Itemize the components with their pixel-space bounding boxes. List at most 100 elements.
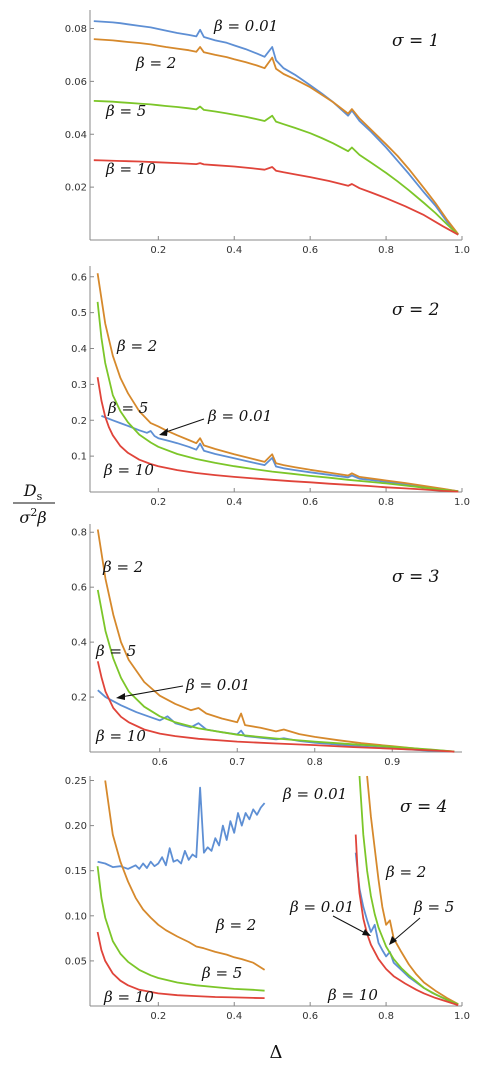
panel-2-label-beta-5: β = 5 <box>107 399 148 417</box>
series-line-10 <box>96 377 459 493</box>
panel-1-label-beta-5: β = 5 <box>105 102 146 120</box>
x-tick-label: 0.2 <box>150 245 166 256</box>
x-tick-label: 0.8 <box>378 1011 394 1022</box>
panel-3-arrow <box>120 685 184 698</box>
y-tick-label: 0.3 <box>71 380 87 391</box>
panel-4-label-beta-001-right: β = 0.01 <box>289 898 354 916</box>
series-line-001 <box>101 415 459 493</box>
panel-3-label-beta-2: β = 2 <box>102 558 143 576</box>
x-tick-label: 0.6 <box>152 757 168 768</box>
panel-3-label-beta-5: β = 5 <box>95 642 136 660</box>
x-tick-label: 0.8 <box>378 497 394 508</box>
panel-sigma-4: 0.2 0.4 0.6 0.8 1.0 0.05 0.10 0.15 0.20 0.25 σ = … <box>65 775 470 1022</box>
series-line-10 <box>96 931 265 999</box>
panel-4-label-beta-10-right: β = 10 <box>327 986 378 1004</box>
panel-sigma-1: 0.2 0.4 0.6 0.8 1.0 0.02 0.04 0.06 0.08 σ = 1 β … <box>65 10 470 256</box>
x-tick-label: 0.2 <box>150 497 166 508</box>
panel-2-label-beta-2: β = 2 <box>116 337 157 355</box>
panel-3-label-beta-001: β = 0.01 <box>185 676 250 694</box>
y-tick-label: 0.05 <box>65 956 87 967</box>
panel-2-arrow <box>162 418 205 434</box>
panel-4-label-beta-5-right: β = 5 <box>413 898 454 916</box>
panel-sigma-3: 0.6 0.7 0.8 0.9 0.2 0.4 0.6 0.8 σ = 3 β = 2 β =… <box>71 524 462 768</box>
panel-2-sigma-label: σ = 2 <box>392 300 439 320</box>
series-line-5 <box>93 100 459 236</box>
panel-1-series <box>93 20 459 236</box>
series-line-001 <box>97 689 455 753</box>
y-tick-label: 0.4 <box>71 344 87 355</box>
panel-3-series <box>96 529 455 753</box>
series-line-5 <box>358 775 459 1006</box>
series-line-10 <box>93 159 459 236</box>
x-tick-label: 0.6 <box>302 1011 318 1022</box>
y-tick-label: 0.1 <box>71 452 87 463</box>
x-tick-label: 0.6 <box>302 245 318 256</box>
x-tick-label: 1.0 <box>454 497 470 508</box>
y-tick-label: 0.4 <box>71 638 87 649</box>
y-tick-label: 0.20 <box>65 821 87 832</box>
y-tick-label: 0.15 <box>65 866 87 877</box>
panel-4-arrowhead-left <box>362 929 371 936</box>
y-tick-label: 0.25 <box>65 776 87 787</box>
x-tick-label: 0.7 <box>229 757 245 768</box>
panel-1-label-beta-10: β = 10 <box>105 160 156 178</box>
series-line-001 <box>93 20 459 236</box>
panel-4-arrow-left <box>332 915 368 935</box>
panel-2-arrowhead <box>159 428 168 436</box>
series-line-2 <box>96 529 455 753</box>
x-tick-label: 0.4 <box>226 245 242 256</box>
series-line-001 <box>97 786 266 870</box>
y-tick-label: 0.02 <box>65 183 87 194</box>
panel-2-label-beta-001: β = 0.01 <box>207 407 272 425</box>
panel-3-axes: 0.6 0.7 0.8 0.9 0.2 0.4 0.6 0.8 <box>71 524 462 768</box>
panel-4-arrow-right <box>391 917 421 943</box>
x-tick-label: 0.9 <box>384 757 400 768</box>
y-tick-label: 0.06 <box>65 77 87 88</box>
y-tick-label: 0.2 <box>71 416 87 427</box>
y-label-numerator: Ds <box>23 481 43 503</box>
panel-1-label-beta-2: β = 2 <box>135 54 176 72</box>
x-axis-label: Δ <box>270 1042 283 1063</box>
panel-2-axes: 0.2 0.4 0.6 0.8 1.0 0.1 0.2 0.3 0.4 0.5 0.6 <box>71 266 470 508</box>
series-line-5 <box>96 866 265 992</box>
y-tick-label: 0.8 <box>71 528 87 539</box>
x-tick-label: 0.4 <box>226 497 242 508</box>
x-tick-label: 0.8 <box>307 757 323 768</box>
panel-1-label-beta-001: β = 0.01 <box>213 17 278 35</box>
x-tick-label: 1.0 <box>454 1011 470 1022</box>
y-tick-label: 0.04 <box>65 130 87 141</box>
series-line-2 <box>93 38 459 235</box>
y-tick-label: 0.2 <box>71 693 87 704</box>
panel-4-label-beta-2-right: β = 2 <box>385 863 426 881</box>
y-axis-label: Ds σ2β <box>13 481 55 527</box>
y-tick-label: 0.5 <box>71 308 87 319</box>
series-line-2 <box>96 273 459 493</box>
x-tick-label: 0.6 <box>302 497 318 508</box>
x-tick-label: 0.4 <box>226 1011 242 1022</box>
y-tick-label: 0.6 <box>71 583 87 594</box>
panel-1-axes: 0.2 0.4 0.6 0.8 1.0 0.02 0.04 0.06 0.08 <box>65 10 470 256</box>
panel-2-label-beta-10: β = 10 <box>103 461 154 479</box>
x-tick-label: 0.2 <box>150 1011 166 1022</box>
panel-4-label-beta-2-left: β = 2 <box>215 916 256 934</box>
panel-2-series <box>96 273 459 493</box>
series-line-5 <box>96 301 459 493</box>
panel-4-sigma-label: σ = 4 <box>400 797 447 817</box>
panel-4-label-beta-10-left: β = 10 <box>103 988 154 1006</box>
series-line-10 <box>354 834 459 1006</box>
panel-4-axes: 0.2 0.4 0.6 0.8 1.0 0.05 0.10 0.15 0.20 0.25 <box>65 776 470 1022</box>
panel-3-label-beta-10: β = 10 <box>95 727 146 745</box>
series-line-10 <box>96 661 455 753</box>
y-tick-label: 0.10 <box>65 911 87 922</box>
x-tick-label: 0.8 <box>378 245 394 256</box>
x-tick-label: 1.0 <box>454 245 470 256</box>
panel-3-arrowhead <box>116 693 125 700</box>
panel-4-label-beta-001-left: β = 0.01 <box>282 785 347 803</box>
y-label-denominator: σ2β <box>19 506 46 527</box>
panel-4-label-beta-5-left: β = 5 <box>201 964 242 982</box>
y-tick-label: 0.6 <box>71 272 87 283</box>
panel-4-arrowhead-right <box>389 936 397 945</box>
panel-3-sigma-label: σ = 3 <box>392 567 439 587</box>
series-line-2 <box>104 780 266 971</box>
